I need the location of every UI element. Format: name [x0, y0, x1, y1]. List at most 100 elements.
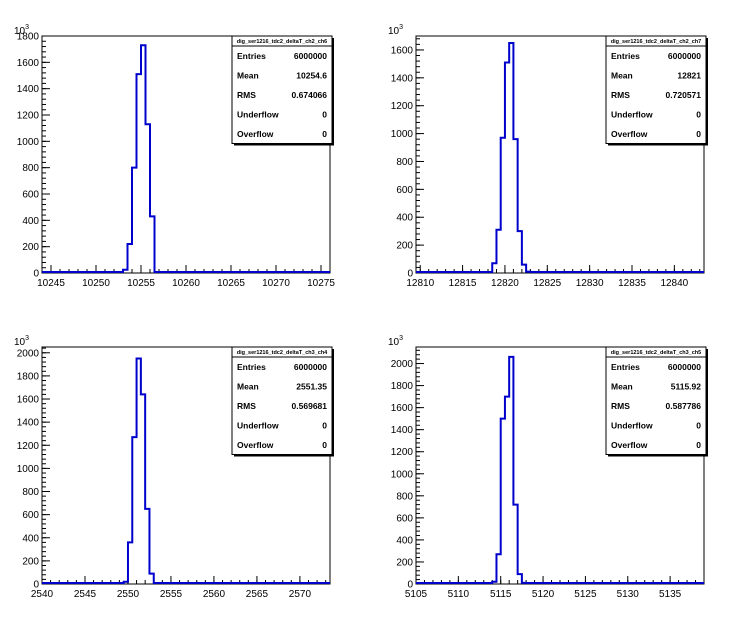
- y-tick-label: 400: [396, 535, 413, 546]
- y-exponent-power: 3: [25, 335, 29, 342]
- y-tick-label: 1600: [391, 403, 414, 414]
- stats-box-frame: [231, 35, 333, 144]
- histogram-series-line: [42, 44, 330, 273]
- y-tick-label: 200: [396, 557, 413, 568]
- stat-value: 0.674066: [292, 90, 328, 100]
- stats-box: dig_ser1216_tdc2_deltaT_ch3_ch5 Entries 60…: [605, 346, 708, 457]
- y-exponent-label: 103: [388, 24, 403, 37]
- y-exponent-base: 10: [14, 26, 26, 37]
- x-tick-label: 10260: [172, 278, 200, 289]
- y-tick-label: 600: [396, 513, 413, 524]
- stat-value: 0: [322, 421, 327, 431]
- y-tick-label: 1000: [391, 129, 414, 140]
- y-tick-label: 1800: [17, 371, 40, 382]
- histogram-series-line: [416, 41, 704, 273]
- x-tick-label: 2540: [31, 589, 54, 600]
- y-exponent-power: 3: [399, 24, 403, 31]
- x-tick-label: 12810: [406, 278, 434, 289]
- x-tick-label: 2555: [160, 589, 183, 600]
- stat-label: RMS: [237, 90, 256, 100]
- stat-label: Underflow: [611, 421, 653, 431]
- stat-label: Entries: [237, 362, 266, 372]
- stats-box: dig_ser1216_tdc2_deltaT_ch2_ch6 Entries 60…: [231, 35, 334, 146]
- x-tick-label: 5135: [659, 589, 682, 600]
- x-tick-label: 2550: [117, 589, 140, 600]
- x-tick-label: 10255: [127, 278, 155, 289]
- stats-box-frame: [605, 346, 707, 455]
- stat-value: 5115.92: [671, 382, 702, 392]
- stat-label: Entries: [237, 51, 266, 61]
- y-tick-label: 1600: [17, 58, 40, 69]
- x-tick-label: 10265: [217, 278, 245, 289]
- x-tick-label: 12825: [533, 278, 561, 289]
- y-tick-label: 1400: [17, 418, 40, 429]
- stat-value: 10254.6: [296, 71, 327, 81]
- y-tick-label: 0: [33, 580, 39, 591]
- x-tick-label: 2560: [203, 589, 226, 600]
- stat-label: Overflow: [611, 440, 648, 450]
- y-exponent-power: 3: [399, 335, 403, 342]
- stat-label: RMS: [611, 90, 630, 100]
- stat-label: Entries: [611, 51, 640, 61]
- histogram-title: dig_ser1216_tdc2_deltaT_ch2_ch7: [611, 39, 702, 45]
- y-tick-label: 1200: [17, 111, 40, 122]
- x-tick-label: 10245: [37, 278, 65, 289]
- stat-label: Mean: [237, 382, 259, 392]
- stat-value: 6000000: [668, 51, 701, 61]
- stat-value: 6000000: [294, 51, 327, 61]
- stats-box-frame: [231, 346, 333, 455]
- stat-value: 0.569681: [292, 401, 328, 411]
- y-tick-label: 600: [22, 510, 39, 521]
- y-tick-label: 1200: [391, 447, 414, 458]
- histogram-panel-4: 0200400600800100012001400160018002000510…: [388, 335, 708, 600]
- x-tick-label: 5105: [405, 589, 428, 600]
- x-tick-label: 10275: [307, 278, 335, 289]
- stat-value: 0: [696, 421, 701, 431]
- y-exponent-base: 10: [388, 26, 400, 37]
- histogram-title: dig_ser1216_tdc2_deltaT_ch3_ch5: [611, 350, 702, 356]
- x-tick-label: 12830: [576, 278, 604, 289]
- y-tick-label: 200: [22, 556, 39, 567]
- x-tick-label: 5120: [532, 589, 555, 600]
- x-tick-label: 5115: [490, 589, 512, 600]
- stat-label: Entries: [611, 362, 640, 372]
- x-tick-label: 10250: [82, 278, 110, 289]
- y-tick-label: 1400: [391, 425, 414, 436]
- stat-value: 0: [696, 129, 701, 139]
- stat-label: Mean: [611, 71, 633, 81]
- stat-value: 0: [696, 110, 701, 120]
- y-tick-label: 1000: [17, 137, 40, 148]
- histogram-series-line: [42, 357, 330, 584]
- y-tick-label: 400: [22, 216, 39, 227]
- stat-value: 0: [322, 110, 327, 120]
- y-exponent-power: 3: [25, 24, 29, 31]
- stat-label: Underflow: [237, 421, 279, 431]
- y-tick-label: 1200: [17, 441, 40, 452]
- y-tick-label: 0: [407, 580, 413, 591]
- y-tick-label: 1200: [391, 101, 414, 112]
- stat-label: Mean: [237, 71, 259, 81]
- stat-value: 0: [322, 440, 327, 450]
- x-tick-label: 5110: [448, 589, 470, 600]
- y-exponent-base: 10: [388, 337, 400, 348]
- y-tick-label: 1400: [17, 84, 40, 95]
- y-exponent-base: 10: [14, 337, 26, 348]
- stat-label: RMS: [237, 401, 256, 411]
- stat-label: Overflow: [611, 129, 648, 139]
- x-tick-label: 2545: [74, 589, 97, 600]
- x-tick-label: 10270: [262, 278, 290, 289]
- y-tick-label: 400: [396, 213, 413, 224]
- y-tick-label: 2000: [391, 359, 414, 370]
- y-tick-label: 200: [396, 241, 413, 252]
- x-tick-label: 5130: [617, 589, 640, 600]
- y-tick-label: 1400: [391, 73, 414, 84]
- histogram-title: dig_ser1216_tdc2_deltaT_ch2_ch6: [237, 39, 328, 45]
- stat-label: Underflow: [237, 110, 279, 120]
- x-tick-label: 12835: [618, 278, 646, 289]
- stat-label: Underflow: [611, 110, 653, 120]
- y-tick-label: 1800: [17, 32, 40, 43]
- stat-label: Mean: [611, 382, 633, 392]
